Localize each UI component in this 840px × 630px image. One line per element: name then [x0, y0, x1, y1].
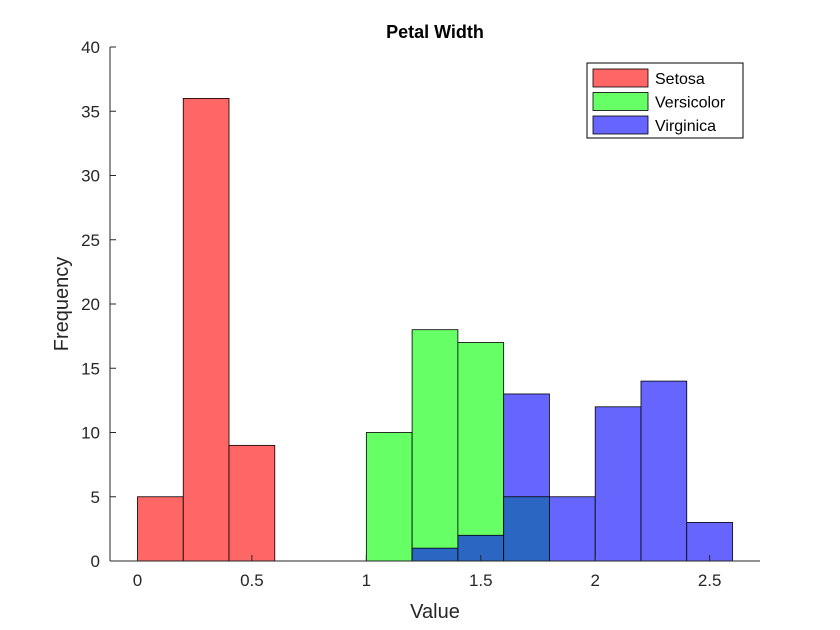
- legend-swatch-versicolor: [592, 92, 649, 111]
- legend-label-versicolor: Versicolor: [655, 95, 726, 112]
- chart-title: Petal Width: [386, 22, 484, 42]
- y-tick-label: 0: [91, 552, 100, 571]
- y-tick-label: 10: [81, 424, 100, 443]
- y-tick-label: 20: [81, 295, 100, 314]
- bar-overlap-1.20: [411, 547, 459, 562]
- x-tick-label: 0: [133, 571, 142, 590]
- y-tick-label: 5: [91, 488, 100, 507]
- axes-group: 0 0.5 1 1.5 2 2.5 0 5 10 15 20 25 30 35 40: [81, 38, 760, 590]
- bar-virginica-2.40: [686, 522, 733, 562]
- bar-virginica-2.00: [594, 406, 642, 562]
- legend-swatch-setosa: [592, 68, 649, 88]
- legend-swatch-virginica: [592, 115, 649, 135]
- bar-overlap-1.60: [503, 496, 550, 562]
- bar-virginica-2.20: [640, 380, 688, 562]
- bars-group: [137, 98, 733, 562]
- y-axis-label: Frequency: [51, 257, 73, 352]
- bar-virginica-1.80: [549, 496, 596, 562]
- bar-setosa-1: [182, 98, 230, 562]
- x-tick-label: 2.5: [698, 571, 722, 590]
- x-axis-label: Value: [410, 601, 460, 623]
- y-tick-label: 40: [81, 38, 100, 57]
- legend: Setosa Versicolor Virginica: [586, 62, 744, 139]
- legend-label-virginica: Virginica: [655, 118, 716, 135]
- x-tick-label: 0.5: [240, 571, 264, 590]
- x-tick-label: 1: [362, 571, 371, 590]
- legend-label-setosa: Setosa: [655, 71, 705, 88]
- bar-setosa-2: [228, 444, 276, 562]
- y-tick-label: 35: [81, 102, 100, 121]
- bar-setosa-0: [137, 496, 184, 562]
- y-tick-label: 30: [81, 167, 100, 186]
- x-tick-label: 1.5: [469, 571, 493, 590]
- x-tick-label: 2: [590, 571, 599, 590]
- bar-versicolor-1.40: [457, 342, 505, 562]
- bar-versicolor-1.00: [365, 432, 413, 562]
- bar-versicolor-1.20: [411, 329, 459, 562]
- y-tick-label: 25: [81, 231, 100, 250]
- y-tick-label: 15: [81, 359, 100, 378]
